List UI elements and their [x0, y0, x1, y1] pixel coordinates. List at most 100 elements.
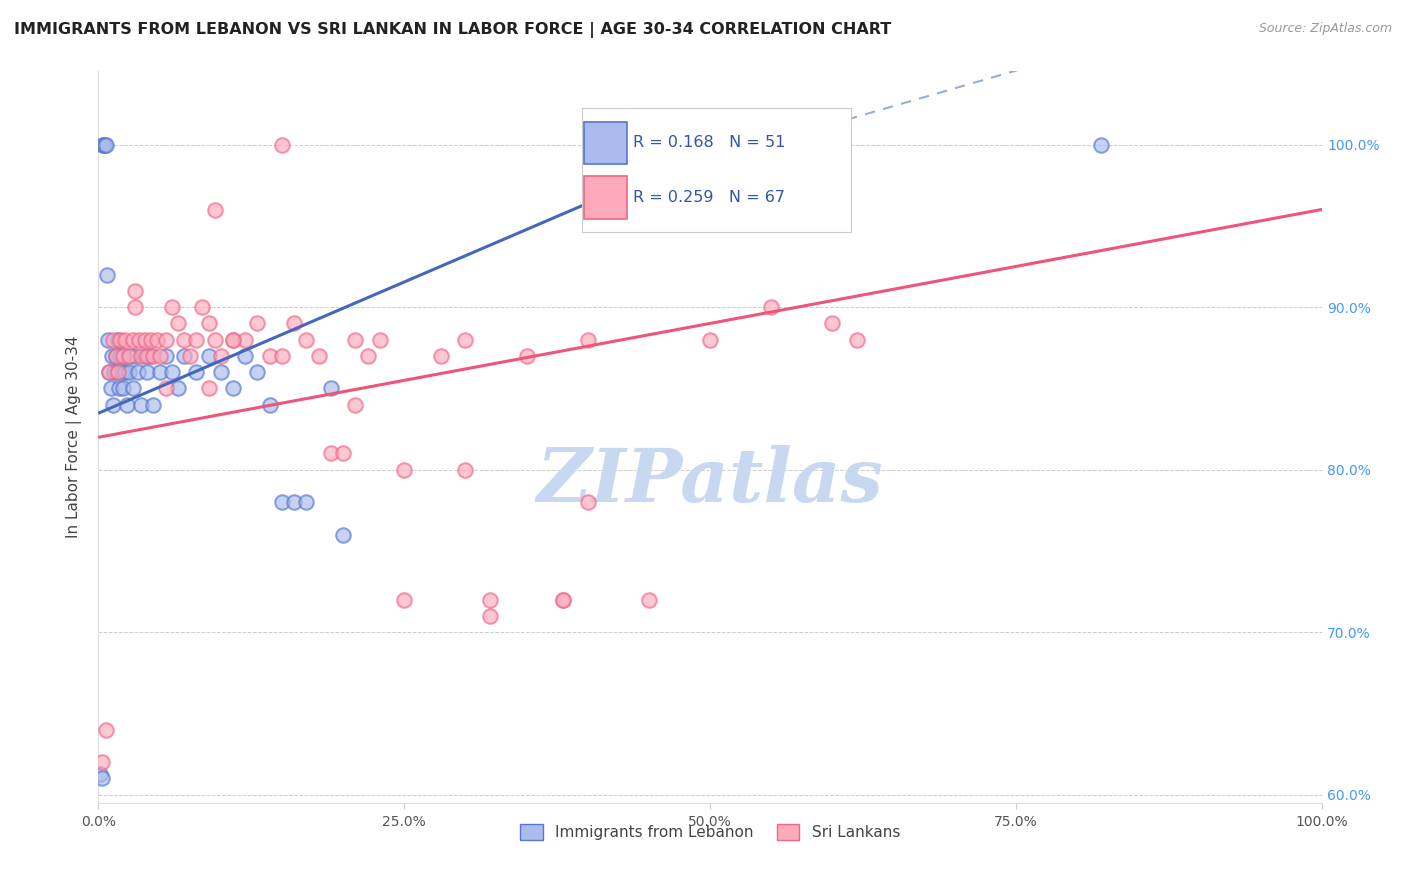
Point [160, 365, 183, 379]
Point [160, 300, 183, 314]
Point [392, 592, 416, 607]
Point [821, 316, 844, 330]
Point [110, 333, 132, 347]
Point [204, 202, 226, 217]
Point [454, 333, 477, 347]
Point [576, 495, 599, 509]
Point [98, 365, 121, 379]
Point [134, 349, 156, 363]
Point [478, 608, 501, 623]
Point [319, 381, 342, 395]
Point [392, 462, 416, 476]
Point [167, 316, 190, 330]
Point [94, 723, 117, 737]
Point [515, 349, 537, 363]
Point [124, 300, 146, 314]
Point [108, 381, 131, 395]
Point [553, 592, 575, 607]
Point [344, 333, 367, 347]
Point [134, 333, 156, 347]
Point [270, 495, 294, 509]
Text: ZIPatlas: ZIPatlas [537, 445, 883, 517]
Point [149, 365, 172, 379]
Point [127, 365, 149, 379]
Text: IMMIGRANTS FROM LEBANON VS SRI LANKAN IN LABOR FORCE | AGE 30-34 CORRELATION CHA: IMMIGRANTS FROM LEBANON VS SRI LANKAN IN… [14, 22, 891, 38]
Point [478, 592, 501, 607]
Point [118, 349, 141, 363]
Point [111, 365, 134, 379]
Point [283, 495, 305, 509]
Point [112, 349, 135, 363]
Point [91, 755, 114, 769]
Point [111, 381, 134, 395]
Point [96, 268, 118, 282]
Point [295, 333, 318, 347]
Point [121, 333, 143, 347]
Point [173, 349, 195, 363]
Point [115, 398, 138, 412]
Point [233, 349, 256, 363]
Point [270, 349, 294, 363]
Point [120, 349, 142, 363]
Point [118, 365, 141, 379]
Point [222, 381, 245, 395]
Point [110, 349, 132, 363]
Point [319, 446, 342, 460]
Point [222, 333, 245, 347]
Point [246, 316, 269, 330]
Point [114, 333, 136, 347]
Legend: Immigrants from Lebanon, Sri Lankans: Immigrants from Lebanon, Sri Lankans [513, 818, 907, 847]
Point [246, 365, 269, 379]
Point [155, 381, 177, 395]
Point [295, 495, 318, 509]
Point [186, 333, 208, 347]
Point [553, 592, 575, 607]
Y-axis label: In Labor Force | Age 30-34: In Labor Force | Age 30-34 [66, 335, 83, 539]
Point [139, 333, 162, 347]
Point [91, 772, 114, 786]
Point [197, 381, 219, 395]
Point [637, 592, 661, 607]
Point [124, 284, 146, 298]
Point [98, 365, 121, 379]
Point [332, 527, 354, 541]
Point [222, 333, 245, 347]
Point [94, 137, 117, 152]
Point [100, 381, 122, 395]
Point [270, 137, 294, 152]
Point [179, 349, 201, 363]
Point [91, 137, 114, 152]
Point [204, 333, 226, 347]
Point [167, 381, 190, 395]
Point [845, 333, 868, 347]
Point [173, 333, 195, 347]
Point [101, 349, 124, 363]
Point [142, 349, 165, 363]
Point [191, 300, 214, 314]
Point [146, 333, 169, 347]
Text: Source: ZipAtlas.com: Source: ZipAtlas.com [1258, 22, 1392, 36]
Point [344, 398, 367, 412]
Point [430, 349, 453, 363]
Point [259, 349, 281, 363]
Point [576, 333, 599, 347]
Point [128, 333, 150, 347]
Point [107, 333, 129, 347]
Point [356, 349, 378, 363]
Point [283, 316, 305, 330]
Point [209, 365, 232, 379]
Point [761, 300, 783, 314]
Point [197, 316, 219, 330]
Point [454, 462, 477, 476]
Point [111, 349, 134, 363]
Point [105, 365, 128, 379]
Point [93, 137, 115, 152]
Point [197, 349, 219, 363]
Point [104, 349, 127, 363]
Point [332, 446, 354, 460]
Point [114, 365, 136, 379]
Point [101, 398, 124, 412]
Point [209, 349, 232, 363]
Point [124, 349, 146, 363]
Point [1090, 137, 1112, 152]
